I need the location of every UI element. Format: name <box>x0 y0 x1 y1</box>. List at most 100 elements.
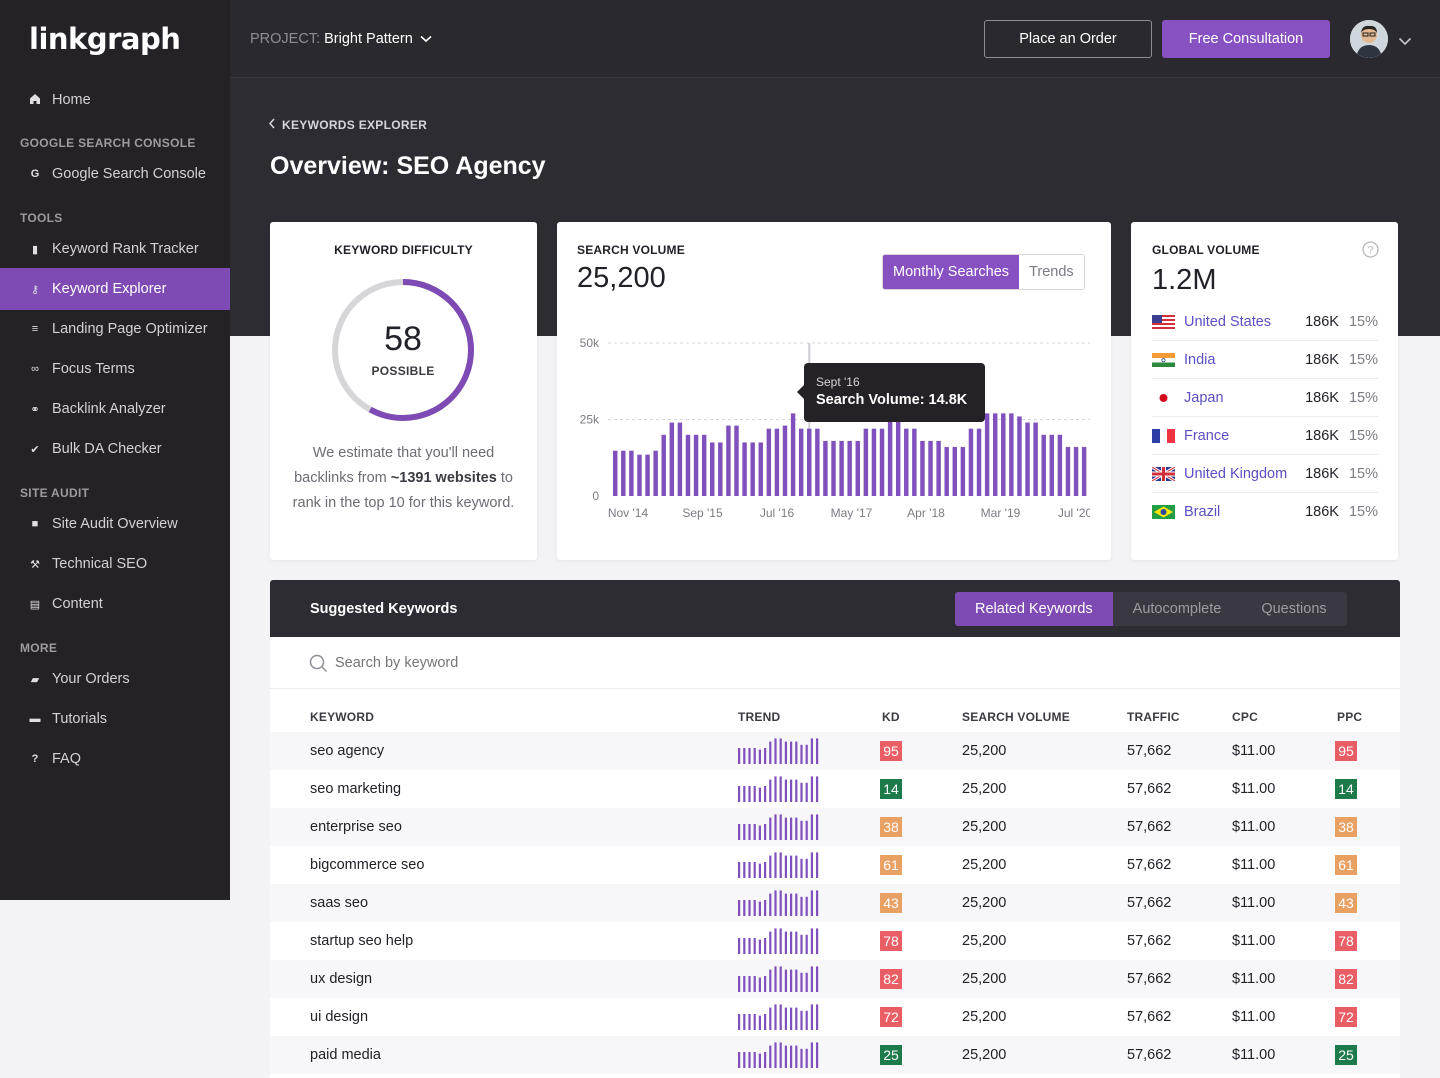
tab-monthly-searches[interactable]: Monthly Searches <box>883 255 1020 289</box>
table-row[interactable]: ui design 72 25,200 57,662 $11.00 72 <box>270 998 1400 1036</box>
country-row[interactable]: Brazil 186K 15% <box>1152 493 1378 531</box>
volume-bar[interactable] <box>855 440 860 496</box>
volume-bar[interactable] <box>944 447 949 496</box>
sidebar-item-gsc[interactable]: G Google Search Console <box>0 153 230 195</box>
keyword-cell[interactable]: bigcommerce seo <box>310 857 425 873</box>
keyword-cell[interactable]: startup seo help <box>310 933 414 949</box>
country-row[interactable]: United States 186K 15% <box>1152 303 1378 341</box>
table-row[interactable]: paid media 25 25,200 57,662 $11.00 25 <box>270 1036 1400 1074</box>
volume-bar[interactable] <box>758 442 763 496</box>
volume-bar[interactable] <box>992 413 998 496</box>
column-cpc[interactable]: CPC <box>1232 710 1258 724</box>
search-input[interactable] <box>335 655 735 671</box>
sidebar-item-technical-seo[interactable]: ⚒ Technical SEO <box>0 543 230 585</box>
tab-autocomplete[interactable]: Autocomplete <box>1132 601 1222 617</box>
column-keyword[interactable]: KEYWORD <box>310 710 375 724</box>
sidebar-item-site-audit[interactable]: ■ Site Audit Overview <box>0 503 230 545</box>
volume-bar[interactable] <box>1073 447 1079 496</box>
country-row[interactable]: United Kingdom 186K 15% <box>1152 455 1378 493</box>
project-selector[interactable]: PROJECT: Bright Pattern <box>250 31 432 47</box>
volume-bar[interactable] <box>1009 413 1014 496</box>
volume-bar[interactable] <box>1065 447 1071 496</box>
volume-bar[interactable] <box>1041 434 1046 496</box>
volume-bar[interactable] <box>879 428 885 496</box>
sidebar-item-home[interactable]: Home <box>0 79 230 121</box>
column-trend[interactable]: TREND <box>738 710 781 724</box>
volume-bar[interactable] <box>645 454 650 496</box>
sidebar-item-faq[interactable]: ? FAQ <box>0 738 230 780</box>
volume-bar[interactable] <box>839 440 844 496</box>
volume-bar[interactable] <box>1033 422 1038 496</box>
column-search-volume[interactable]: SEARCH VOLUME <box>962 710 1070 724</box>
tab-trends[interactable]: Trends <box>1019 255 1084 289</box>
keyword-cell[interactable]: seo marketing <box>310 781 402 797</box>
volume-bar[interactable] <box>693 434 699 496</box>
help-icon[interactable]: ? <box>1362 241 1379 258</box>
volume-bar[interactable] <box>766 428 772 496</box>
sidebar-item-focus-terms[interactable]: ∞ Focus Terms <box>0 348 230 390</box>
sidebar-item-keyword-explorer[interactable]: ⚷ Keyword Explorer <box>0 268 230 310</box>
table-row[interactable]: startup seo help 78 25,200 57,662 $11.00 78 <box>270 922 1400 960</box>
sidebar-item-backlink[interactable]: ⚭ Backlink Analyzer <box>0 388 230 430</box>
volume-bar[interactable] <box>710 442 715 496</box>
volume-bar[interactable] <box>742 442 747 496</box>
table-row[interactable]: enterprise seo 38 25,200 57,662 $11.00 38 <box>270 808 1400 846</box>
sidebar-item-rank-tracker[interactable]: ▮ Keyword Rank Tracker <box>0 228 230 270</box>
volume-bar[interactable] <box>807 428 812 496</box>
logo[interactable]: linkgraph <box>29 22 181 56</box>
keyword-cell[interactable]: seo agency <box>310 743 385 759</box>
volume-bar[interactable] <box>871 428 877 496</box>
free-consultation-button[interactable]: Free Consultation <box>1162 20 1330 58</box>
volume-bar[interactable] <box>685 434 691 496</box>
country-row[interactable]: India 186K 15% <box>1152 341 1378 379</box>
volume-bar[interactable] <box>936 440 941 496</box>
column-kd[interactable]: KD <box>882 710 900 724</box>
volume-bar[interactable] <box>976 428 982 496</box>
volume-bar[interactable] <box>912 428 917 496</box>
volume-bar[interactable] <box>831 440 836 496</box>
tab-questions[interactable]: Questions <box>1261 601 1327 617</box>
volume-bar[interactable] <box>920 440 925 496</box>
volume-bar[interactable] <box>847 440 852 496</box>
volume-bar[interactable] <box>952 447 958 496</box>
keyword-cell[interactable]: ui design <box>310 1009 369 1025</box>
volume-bar[interactable] <box>661 434 666 496</box>
country-row[interactable]: France 186K 15% <box>1152 417 1378 455</box>
table-row[interactable]: saas seo 43 25,200 57,662 $11.00 43 <box>270 884 1400 922</box>
volume-bar[interactable] <box>1001 413 1006 496</box>
volume-bar[interactable] <box>734 425 739 496</box>
sidebar-item-orders[interactable]: ▰ Your Orders <box>0 658 230 700</box>
volume-bar[interactable] <box>968 428 974 496</box>
volume-bar[interactable] <box>750 442 755 496</box>
keyword-cell[interactable]: enterprise seo <box>310 819 402 835</box>
table-row[interactable]: seo agency 95 25,200 57,662 $11.00 95 <box>270 732 1400 770</box>
volume-bar[interactable] <box>629 450 634 496</box>
place-order-button[interactable]: Place an Order <box>984 20 1152 58</box>
volume-bar[interactable] <box>790 413 796 496</box>
breadcrumb[interactable]: KEYWORDS EXPLORER <box>268 118 427 132</box>
volume-bar[interactable] <box>677 422 683 496</box>
volume-bar[interactable] <box>1017 416 1022 496</box>
volume-bar[interactable] <box>895 419 901 497</box>
volume-bar[interactable] <box>887 419 893 497</box>
volume-bar[interactable] <box>904 428 909 496</box>
table-row[interactable]: ux design 82 25,200 57,662 $11.00 82 <box>270 960 1400 998</box>
volume-bar[interactable] <box>798 428 804 496</box>
column-ppc[interactable]: PPC <box>1337 710 1363 724</box>
avatar[interactable] <box>1350 20 1388 58</box>
table-row[interactable]: seo marketing 14 25,200 57,662 $11.00 14 <box>270 770 1400 808</box>
keyword-search[interactable] <box>270 638 1400 689</box>
sidebar-item-bulk-da[interactable]: ✔ Bulk DA Checker <box>0 428 230 470</box>
tab-related-keywords[interactable]: Related Keywords <box>955 592 1113 626</box>
column-traffic[interactable]: TRAFFIC <box>1127 710 1180 724</box>
volume-bar[interactable] <box>984 413 990 496</box>
volume-bar[interactable] <box>621 450 626 496</box>
keyword-cell[interactable]: saas seo <box>310 895 369 911</box>
volume-bar[interactable] <box>637 454 642 496</box>
volume-bar[interactable] <box>774 428 780 496</box>
country-row[interactable]: Japan 186K 15% <box>1152 379 1378 417</box>
volume-bar[interactable] <box>1025 422 1030 496</box>
volume-bar[interactable] <box>669 422 675 496</box>
volume-bar[interactable] <box>815 428 820 496</box>
table-row[interactable]: bigcommerce seo 61 25,200 57,662 $11.00 61 <box>270 846 1400 884</box>
